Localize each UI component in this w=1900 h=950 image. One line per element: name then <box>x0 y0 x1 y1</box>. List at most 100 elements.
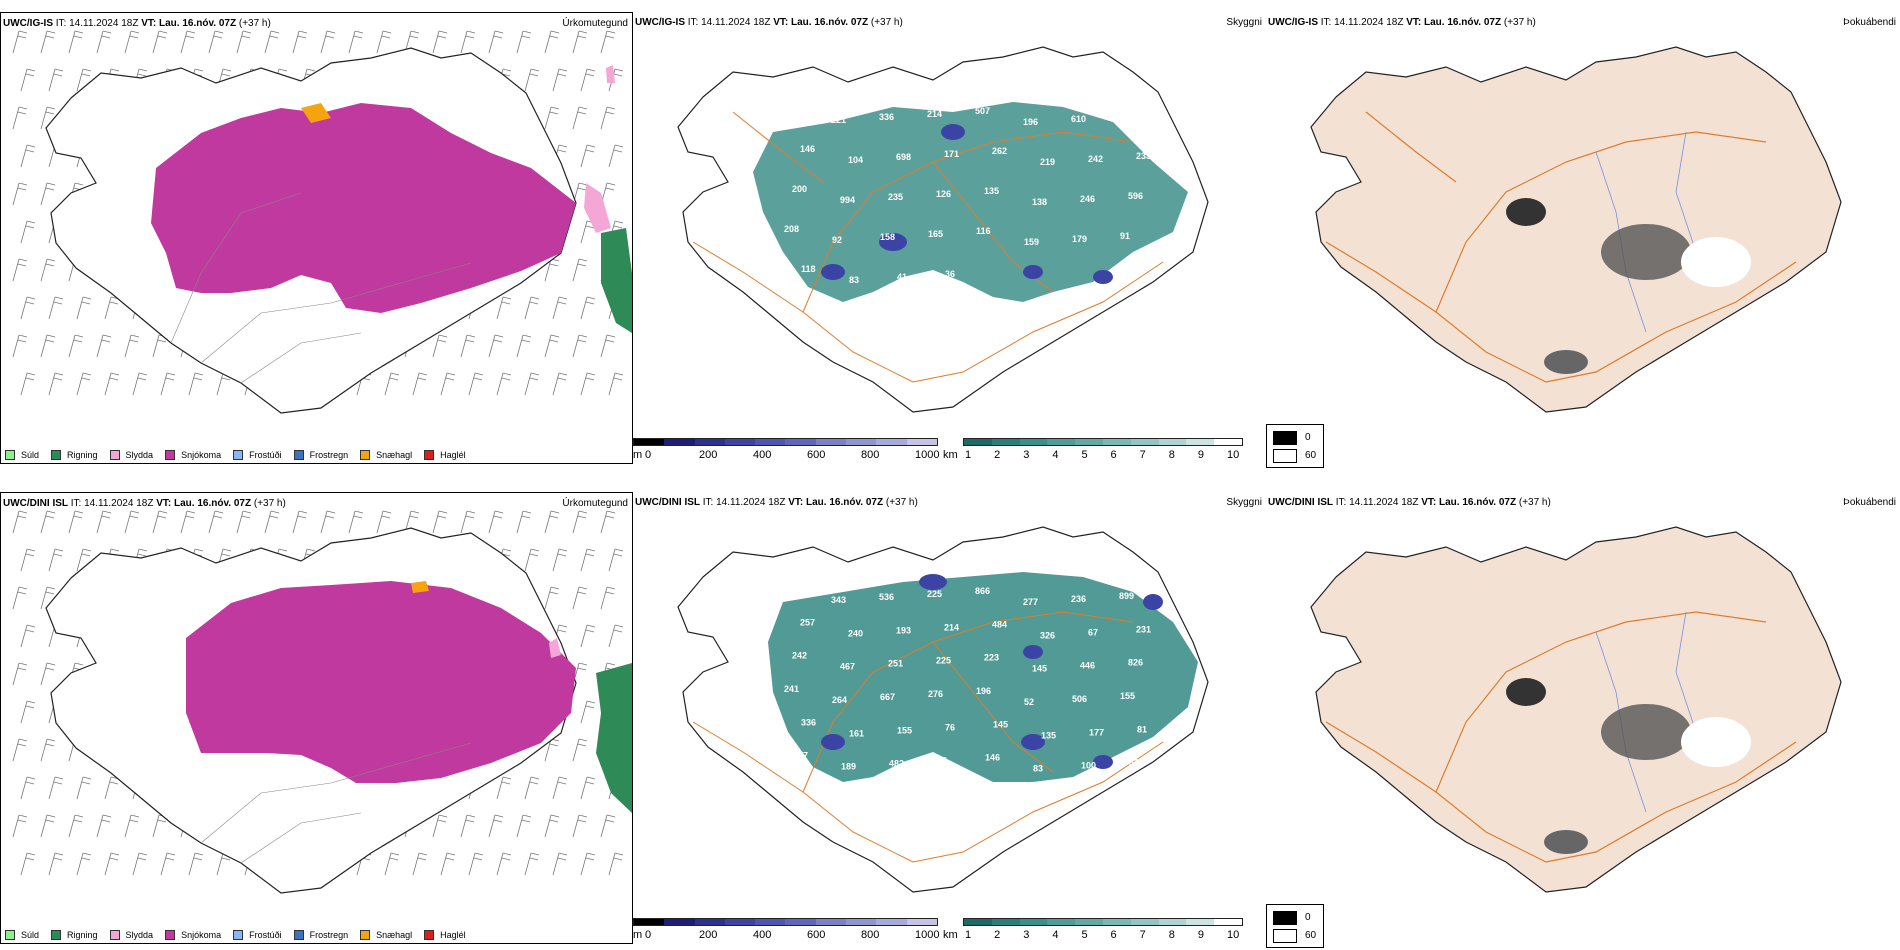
scale-tick-label: 1000 <box>915 449 940 461</box>
cloud-base-scale: m 0 200 400 600 800 1000 <box>633 438 940 464</box>
wind-barb <box>572 106 588 130</box>
scale-tick-label: 4 <box>1052 929 1059 941</box>
legend-label: Snæhagl <box>376 930 413 940</box>
wind-barb <box>552 296 568 320</box>
iceland-land <box>1310 46 1842 413</box>
cloud-base-label: 262 <box>992 146 1007 156</box>
roads <box>692 111 1164 383</box>
visibility-scale: km 1 2 3 4 5 6 7 8 9 10 <box>943 438 1243 464</box>
roads <box>692 611 1164 863</box>
cloud-base-label: 171 <box>944 149 959 159</box>
panel-title: Úrkomutegund <box>562 18 628 29</box>
wind-barb <box>124 30 140 54</box>
wind-barb <box>48 548 64 572</box>
scale-tick-label: 2 <box>994 449 1001 461</box>
cloud-base-label: 104 <box>848 155 863 165</box>
cloud-base-label: 242 <box>792 651 807 661</box>
cloud-base-label: 189 <box>841 762 856 772</box>
wind-barb <box>292 30 308 54</box>
wind-barb <box>20 624 36 648</box>
wind-barb <box>608 852 624 876</box>
cloud-base-label: 135 <box>1041 730 1056 740</box>
wind-barb <box>180 510 196 534</box>
fog-scale-label: 60 <box>1305 450 1317 461</box>
cloud-map: 292 343 536 225 866 277 236 899 257 240 193 214 484 3… <box>677 526 1209 893</box>
wind-barb <box>68 30 84 54</box>
wind-barb <box>552 852 568 876</box>
legend-swatch <box>293 930 304 940</box>
scale-unit: km <box>943 929 958 941</box>
scale-tick-label: 1 <box>965 929 972 941</box>
panel-title: Skyggni <box>1226 17 1262 28</box>
cloud-area <box>768 572 1198 782</box>
wind-barb <box>524 372 540 396</box>
wind-barb <box>376 30 392 54</box>
cloud-blue-spots <box>821 124 1113 284</box>
scale-tick-label: 400 <box>753 449 772 461</box>
scale-tick-label: 1000 <box>915 929 940 941</box>
cloud-base-label: 91 <box>1120 231 1130 241</box>
fog-scale-label: 0 <box>1305 912 1311 923</box>
wind-barb <box>20 548 36 572</box>
legend-item: Frostregn <box>293 928 348 942</box>
legend-swatch <box>424 930 435 940</box>
snow-area <box>186 581 576 783</box>
panel-header: UWC/DINI ISL IT: 14.11.2024 18Z VT: Lau.… <box>3 497 630 511</box>
wind-barb <box>488 510 504 534</box>
fog-scale-label: 60 <box>1305 930 1317 941</box>
wind-barb <box>608 372 624 396</box>
wind-barb <box>348 510 364 534</box>
scale-swatch <box>694 439 725 445</box>
visibility-scale: km 1 2 3 4 5 6 7 8 9 10 <box>943 918 1243 944</box>
wind-barb <box>264 510 280 534</box>
precip-panel-row2: UWC/DINI ISL IT: 14.11.2024 18Z VT: Lau.… <box>0 492 633 944</box>
cloud-base-label: 208 <box>784 224 799 234</box>
scale-tick-label: 9 <box>1197 449 1204 461</box>
cloud-base-label: 155 <box>1120 691 1135 701</box>
wind-barb <box>432 510 448 534</box>
scale-swatch <box>906 919 937 925</box>
cloud-base-label: 165 <box>928 229 943 239</box>
cloud-base-label: 146 <box>800 144 815 154</box>
legend-label: Haglél <box>440 930 466 940</box>
wind-barb <box>460 334 476 358</box>
wind-barb <box>12 106 28 130</box>
cloud-base-label: 83 <box>1033 764 1043 774</box>
wind-barb <box>76 68 92 92</box>
wind-barb <box>524 852 540 876</box>
cloud-base-label: 231 <box>1136 624 1151 634</box>
panel-title: Þokuábendi <box>1843 17 1896 28</box>
wind-barb <box>12 334 28 358</box>
wind-barb <box>572 814 588 838</box>
fog-map <box>1310 46 1842 413</box>
legend-item: Haglél <box>424 448 466 462</box>
legend-label: Haglél <box>440 450 466 460</box>
it-value: 14.11.2024 18Z <box>716 497 786 508</box>
scale-tick-label: 1 <box>965 449 972 461</box>
scale-swatch <box>664 919 695 925</box>
roads <box>1325 111 1797 383</box>
legend-label: Slydda <box>125 450 154 460</box>
scale-unit: km <box>943 449 958 461</box>
wind-barb <box>40 510 56 534</box>
roads <box>1325 611 1797 863</box>
it-value: 14.11.2024 18Z <box>701 17 771 28</box>
wind-barb <box>516 510 532 534</box>
scale-tick-label: 5 <box>1081 929 1088 941</box>
wind-barb <box>40 30 56 54</box>
panel-title: Skyggni <box>1226 497 1262 508</box>
scale-swatch <box>1214 919 1242 925</box>
wind-barb <box>496 776 512 800</box>
scale-tick-label: 0 <box>645 929 652 941</box>
legend-item: Súld <box>5 448 39 462</box>
cloud-base-labels: 593 221 336 214 507 196 610 228 146 104 698 171 262 2… <box>783 104 1151 285</box>
wind-barb <box>572 586 588 610</box>
cloud-base-label: 236 <box>1071 594 1086 604</box>
cloud-base-label: 31 <box>1129 758 1139 768</box>
scale-swatch <box>1075 439 1103 445</box>
wind-barb <box>600 814 616 838</box>
scale-swatch <box>785 439 816 445</box>
wind-barb <box>440 852 456 876</box>
it-value: 14.11.2024 18Z <box>69 18 139 29</box>
wind-barb <box>580 852 596 876</box>
